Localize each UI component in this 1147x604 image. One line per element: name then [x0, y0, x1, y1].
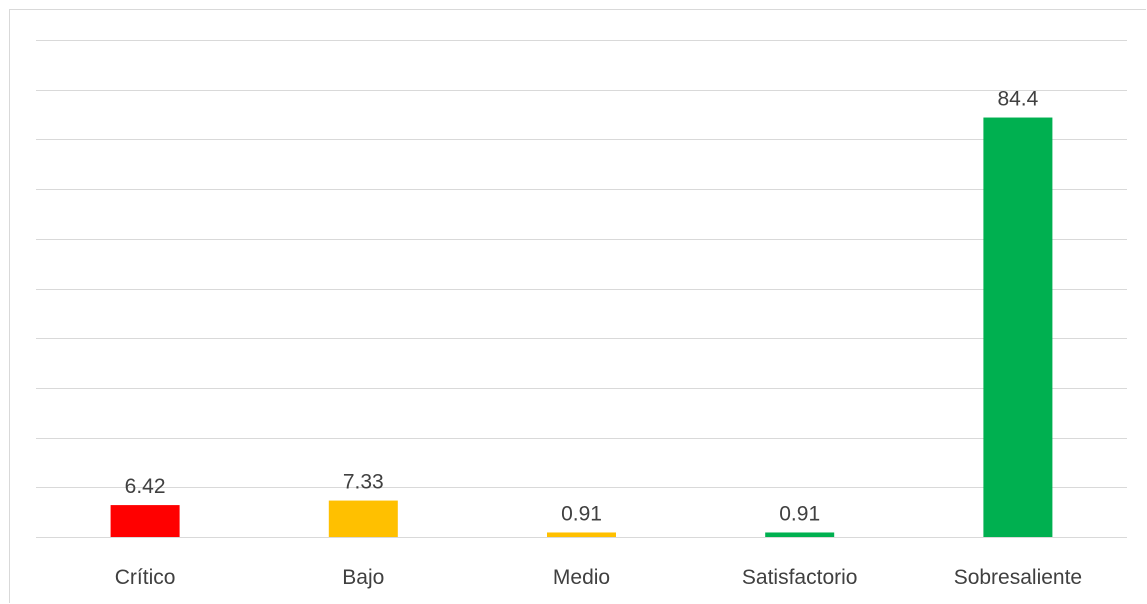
data-label: 7.33	[343, 471, 384, 494]
data-label: 84.4	[997, 88, 1038, 111]
bar-sobresaliente	[983, 117, 1053, 538]
x-tick-label: Satisfactorio	[742, 566, 858, 589]
bar-bajo	[328, 500, 398, 537]
x-tick-label: Medio	[553, 566, 610, 589]
bar-medio	[547, 532, 616, 537]
data-label: 6.42	[125, 475, 166, 498]
chart-frame	[9, 9, 1146, 603]
data-label: 0.91	[561, 502, 602, 525]
bar-crítico	[110, 505, 180, 537]
data-label: 0.91	[779, 502, 820, 525]
x-tick-label: Bajo	[342, 566, 384, 589]
x-tick-label: Crítico	[115, 566, 176, 589]
bar-satisfactorio	[765, 532, 835, 537]
x-tick-label: Sobresaliente	[954, 566, 1082, 589]
